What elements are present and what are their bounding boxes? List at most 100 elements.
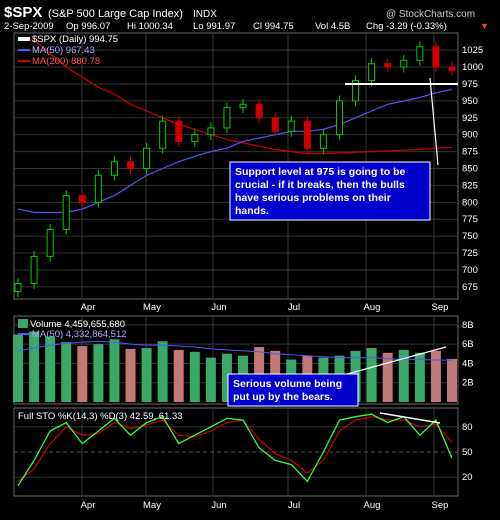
price-tick-label: 825 [462,180,478,191]
volume-bar [29,331,40,402]
down-arrow-icon: ▼ [480,21,489,31]
support-callout-pointer [429,77,439,166]
volume-bar [125,348,136,402]
price-tick-label: 725 [462,248,478,259]
volume-swatch [18,319,28,328]
volume-bar [45,336,56,402]
month-label: Jun [211,500,226,511]
candle-body [143,147,151,169]
month-label: Jul [288,500,300,511]
series-swatch [18,37,30,41]
candle-body [352,80,360,102]
volume-tick-label: 2B [462,378,474,389]
volume-bar [447,358,457,402]
volume-bar [205,357,216,402]
watermark: @ StockCharts.com [386,9,475,20]
month-label: Apr [81,500,96,511]
volume-tick-label: 4B [462,358,474,369]
candle-body [400,59,408,68]
sto-tick-label: 80 [462,422,473,433]
volume-bar [93,344,104,402]
candle-body [223,107,231,129]
support-annotation-line: crucial - if it breaks, then the bulls [235,179,405,191]
candle-body [159,120,167,149]
support-annotation-line: Support level at 975 is going to be [235,166,406,178]
candle-body [384,63,392,68]
volume-bar [382,352,393,402]
volume-legend-series: Volume 4,459,655,680 [30,319,125,330]
candle-body [448,66,456,71]
candle-body [271,117,279,132]
price-legend-ma50: MA(50) 967.43 [32,45,95,56]
price-tick-label: 925 [462,113,478,124]
candle-body [255,103,263,119]
price-tick-label: 850 [462,164,478,175]
candle-body [303,120,311,149]
month-label: Jul [288,302,300,313]
candle-body [319,134,327,149]
price-tick-label: 900 [462,130,478,141]
volume-bar [414,352,425,402]
volume-bar [109,339,120,402]
month-label: May [143,302,161,313]
sto-tick-label: 50 [462,447,473,458]
price-candles [14,41,456,297]
volume-legend-ma50: MA(50) 4,332,864,512 [32,329,127,340]
volume-bar [13,334,23,402]
candle-body [368,63,376,82]
month-label: Aug [364,500,381,511]
change-label: Chg -3.29 (-0.33%) [366,21,447,32]
volume-bar [61,342,72,402]
month-label: Aug [364,302,381,313]
support-annotation-text: Support level at 975 is going to becruci… [235,166,406,217]
candle-body [46,228,54,257]
price-tick-label: 950 [462,96,478,107]
candle-body [30,255,38,284]
candle-body [432,46,440,68]
price-tick-label: 875 [462,147,478,158]
month-label: Sep [432,302,449,313]
volume-tick-label: 6B [462,339,474,350]
month-label: Jun [211,302,226,313]
exchange-label: INDX [193,9,217,20]
volume-bar [157,341,168,402]
volume-bar [189,351,200,402]
price-tick-label: 1000 [462,62,483,73]
volume-bar [366,347,377,402]
candle-body [94,174,102,203]
y-axis-labels: 675 700 725 750 775 800 825 850 875 900 925 950 975 1… [462,45,483,483]
price-legend-series: $SPX (Daily) 994.75 [32,34,118,45]
close-label: Cl 994.75 [253,21,294,32]
volume-annotation-line: put up by the bears. [233,391,333,403]
high-label: Hi 1000.34 [127,21,173,32]
price-tick-label: 775 [462,214,478,225]
price-legend: $SPX (Daily) 994.75 MA(50) 967.43 MA(200… [18,34,118,67]
volume-ma50-line [17,340,453,361]
candle-body [191,134,199,142]
candle-body [62,195,70,230]
candle-body [127,161,135,170]
volume-bar [141,347,152,402]
price-tick-label: 975 [462,79,478,90]
ma200-line [18,39,453,155]
volume-label: Vol 4.5B [315,21,350,32]
volume-tick-label: 8B [462,320,474,331]
x-axis-labels: Apr Apr May May Jun Jun Jul Jul Aug Aug Sep Sep [81,302,449,511]
candle-body [335,100,343,136]
volume-bar [77,346,88,402]
candle-body [175,120,183,142]
volume-bar [173,349,184,402]
month-label: Apr [81,302,96,313]
candle-body [110,161,118,176]
price-tick-label: 1025 [462,45,483,56]
candle-body [239,103,247,109]
index-name: (S&P 500 Large Cap Index) [48,8,183,20]
volume-bar [398,349,409,402]
support-annotation-line: have serious problems on their [235,192,391,204]
sto-divergence-line [379,412,441,424]
volume-annotation-box [227,373,359,407]
candle-body [416,46,424,61]
